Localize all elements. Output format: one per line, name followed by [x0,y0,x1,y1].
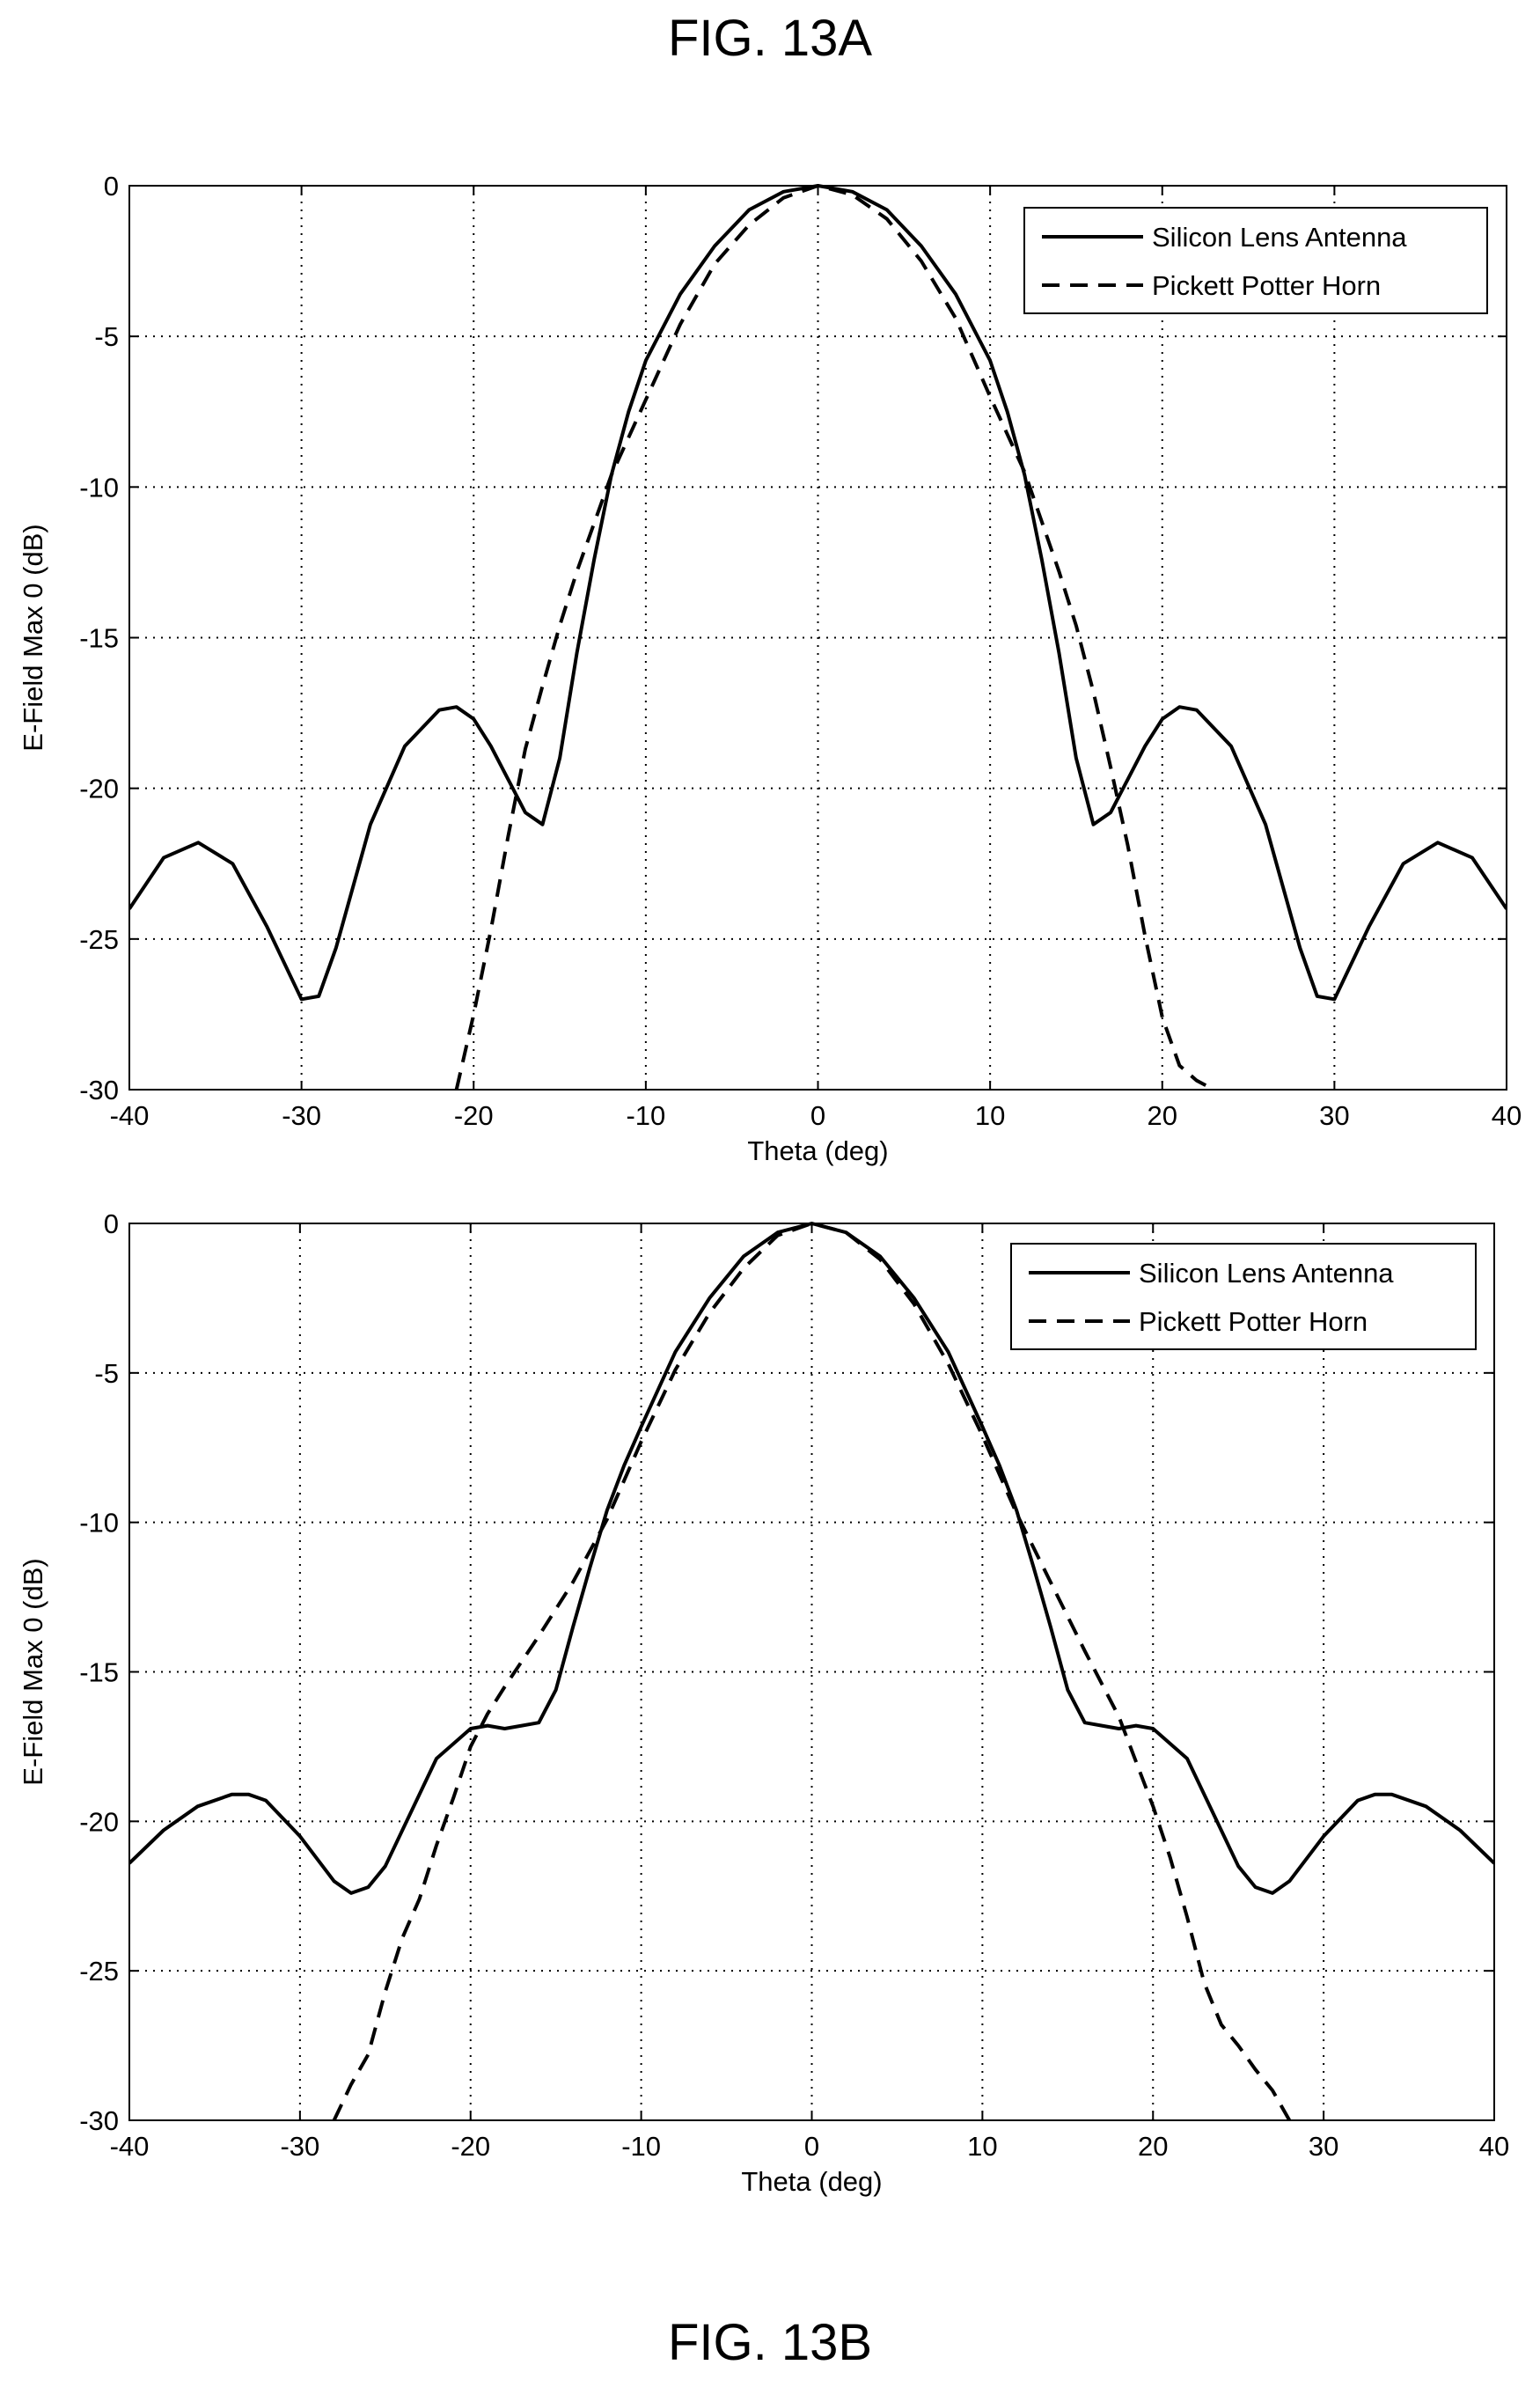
chart-b-y-tick-label: -10 [79,1508,119,1539]
chart-b-x-tick-label: -20 [451,2131,490,2162]
chart-a-y-tick-label: -20 [79,774,119,804]
chart-a-y-tick-label: -10 [79,472,119,503]
chart-a-x-tick-label: 0 [810,1100,825,1131]
chart-a-x-tick-label: 10 [975,1100,1005,1131]
chart-a-y-tick-label: -5 [94,321,119,352]
chart-a-y-axis-title: E-Field Max 0 (dB) [18,524,48,751]
chart-a-x-tick-label: -20 [454,1100,494,1131]
chart-b-x-tick-label: -40 [110,2131,150,2162]
chart-b-x-tick-label: -10 [621,2131,661,2162]
chart-a-x-tick-label: -10 [626,1100,665,1131]
chart-b-y-tick-label: -15 [79,1657,119,1688]
chart-b-x-tick-label: -30 [280,2131,319,2162]
chart-a-x-tick-label: 30 [1319,1100,1349,1131]
chart-b-x-tick-label: 20 [1138,2131,1168,2162]
chart-a-y-tick-label: 0 [104,171,119,202]
chart-a-y-tick-label: -15 [79,623,119,654]
chart-b-series-pickett-potter-horn [332,1222,1292,2121]
chart-b-y-tick-label: 0 [104,1208,119,1239]
chart-b-series-silicon-lens-antenna [129,1222,1494,1895]
chart-b-y-tick-label: -25 [79,1956,119,1987]
chart-a-x-tick-label: 40 [1492,1100,1522,1131]
chart-b-legend-label: Pickett Potter Horn [1139,1306,1368,1337]
chart-a-series-pickett-potter-horn [454,184,1215,1091]
chart-a-x-tick-label: 20 [1148,1100,1177,1131]
chart-b-legend-box [1010,1243,1477,1350]
chart-a-legend-box [1023,207,1488,314]
chart-b-x-tick-label: 40 [1479,2131,1509,2162]
chart-b-x-tick-label: 30 [1309,2131,1338,2162]
chart-a-legend-label: Silicon Lens Antenna [1152,222,1407,253]
chart-b-x-axis-title: Theta (deg) [741,2166,882,2197]
chart-b-y-tick-label: -30 [79,2105,119,2136]
chart-b-x-tick-label: 10 [967,2131,997,2162]
figure-13b-label: FIG. 13B [667,2314,873,2371]
chart-a-y-tick-label: -30 [79,1075,119,1105]
chart-a-x-tick-label: -40 [110,1100,150,1131]
chart-a-x-tick-label: -30 [282,1100,321,1131]
chart-b-y-tick-label: -20 [79,1806,119,1837]
figure-13a-label: FIG. 13A [667,10,873,67]
chart-b-y-axis-title: E-Field Max 0 (dB) [18,1558,48,1785]
chart-a-x-axis-title: Theta (deg) [747,1135,888,1166]
chart-b-legend-label: Silicon Lens Antenna [1139,1258,1394,1289]
chart-a-y-tick-label: -25 [79,924,119,955]
chart-a-legend-label: Pickett Potter Horn [1152,270,1381,301]
chart-b-y-tick-label: -5 [94,1358,119,1389]
chart-b-x-tick-label: 0 [804,2131,819,2162]
